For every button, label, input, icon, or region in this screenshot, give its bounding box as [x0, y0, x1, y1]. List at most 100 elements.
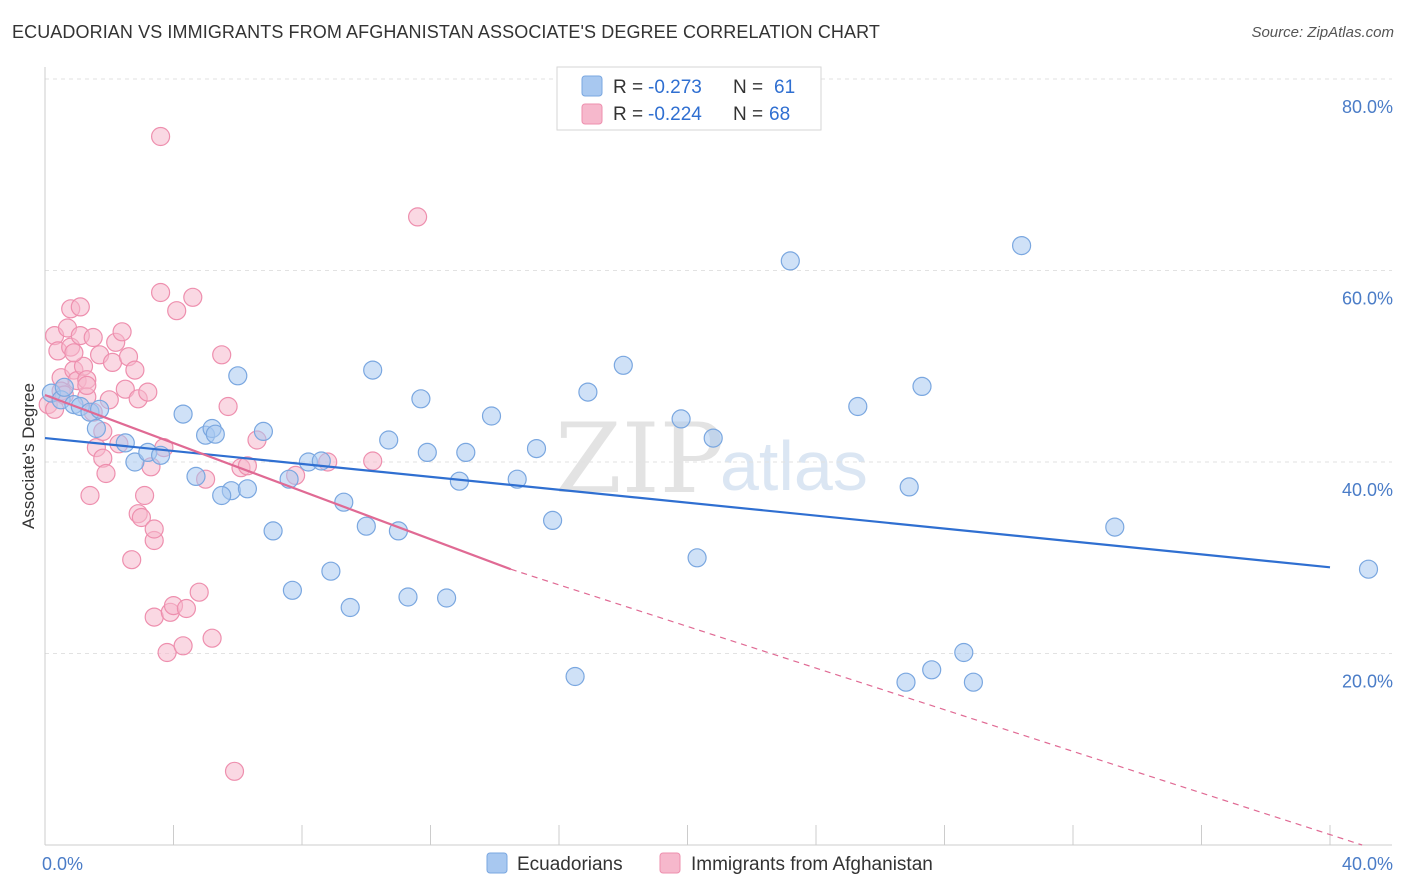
point-ecuadorians-29 — [356, 516, 376, 536]
watermark-atlas: atlas — [720, 427, 868, 505]
point-ecuadorians-50 — [848, 396, 868, 417]
point-afghanistan-33 — [125, 360, 145, 380]
point-afghanistan-17 — [80, 485, 100, 506]
point-ecuadorians-49 — [780, 251, 800, 271]
stats-legend: R = -0.273 N = 61 R = -0.224 N = 68 — [556, 66, 822, 131]
point-ecuadorians-51 — [896, 672, 916, 692]
chart-source: Source: ZipAtlas.com — [1251, 24, 1394, 41]
point-ecuadorians-17 — [212, 485, 232, 506]
point-afghanistan-49 — [173, 636, 193, 656]
axes — [44, 67, 1392, 846]
point-ecuadorians-21 — [263, 521, 283, 541]
trend-lines — [44, 393, 1363, 846]
y-tick-label-60: 60.0% — [1342, 289, 1393, 309]
point-ecuadorians-52 — [899, 477, 919, 497]
point-afghanistan-48 — [167, 301, 187, 321]
y-tick-label-20: 20.0% — [1342, 672, 1393, 692]
point-ecuadorians-33 — [398, 587, 418, 607]
point-ecuadorians-27 — [334, 492, 354, 512]
legend-n-value-1: 61 — [774, 77, 795, 98]
point-ecuadorians-35 — [417, 442, 437, 462]
point-afghanistan-36 — [131, 507, 151, 528]
trend-line-afghanistan-extension — [510, 568, 1363, 846]
x-tick-label-min: 0.0% — [42, 854, 83, 874]
point-ecuadorians-60 — [205, 424, 225, 444]
legend-n-label-2: N = — [733, 104, 763, 125]
point-ecuadorians-57 — [1011, 236, 1032, 256]
legend-r-label-1: R = — [613, 77, 643, 98]
point-ecuadorians-48 — [703, 428, 723, 448]
point-ecuadorians-41 — [526, 439, 547, 459]
point-afghanistan-66 — [77, 375, 97, 395]
point-ecuadorians-53 — [912, 376, 932, 396]
point-afghanistan-13 — [70, 297, 90, 317]
point-ecuadorians-56 — [963, 672, 984, 692]
point-ecuadorians-8 — [115, 433, 135, 453]
point-afghanistan-67 — [64, 343, 84, 363]
legend-r-label-2: R = — [613, 104, 643, 125]
point-ecuadorians-9 — [125, 452, 145, 472]
point-afghanistan-24 — [96, 463, 116, 484]
point-afghanistan-59 — [237, 456, 257, 476]
point-ecuadorians-7 — [86, 418, 107, 439]
series-legend: Ecuadorians Immigrants from Afghanistan — [486, 852, 933, 875]
legend-n-label-1: N = — [733, 77, 763, 98]
legend-r-value-2: -0.224 — [648, 104, 702, 125]
point-ecuadorians-30 — [363, 360, 383, 380]
bottom-legend-swatch-ecuadorians — [486, 852, 508, 874]
point-ecuadorians-2 — [54, 377, 74, 397]
point-afghanistan-43 — [151, 282, 171, 303]
bottom-legend-label-ecuadorians: Ecuadorians — [517, 854, 623, 875]
point-ecuadorians-26 — [321, 561, 341, 581]
x-tick-label-max: 40.0% — [1342, 854, 1393, 874]
point-afghanistan-63 — [363, 451, 383, 471]
point-ecuadorians-12 — [173, 404, 193, 424]
point-ecuadorians-58 — [1105, 517, 1125, 537]
point-afghanistan-57 — [224, 761, 245, 781]
trend-line-afghanistan — [44, 393, 512, 571]
point-ecuadorians-55 — [954, 642, 974, 663]
point-afghanistan-52 — [189, 582, 209, 602]
series-afghanistan-points — [38, 126, 428, 781]
y-axis-title: Associate's Degree — [19, 383, 38, 529]
point-afghanistan-42 — [144, 607, 164, 627]
point-ecuadorians-59 — [1358, 559, 1379, 579]
chart-title: ECUADORIAN VS IMMIGRANTS FROM AFGHANISTA… — [12, 22, 881, 42]
point-afghanistan-41 — [144, 519, 164, 539]
point-afghanistan-37 — [135, 485, 155, 506]
y-tick-labels: 20.0% 40.0% 60.0% 80.0% — [1342, 97, 1393, 692]
point-ecuadorians-38 — [456, 442, 476, 462]
legend-swatch-ecuadorians — [581, 75, 603, 97]
legend-r-value-1: -0.273 — [648, 77, 702, 98]
point-afghanistan-45 — [157, 642, 177, 663]
point-afghanistan-29 — [112, 322, 132, 342]
point-ecuadorians-36 — [437, 588, 457, 608]
point-ecuadorians-47 — [687, 548, 707, 568]
point-ecuadorians-19 — [237, 479, 257, 499]
point-afghanistan-55 — [212, 345, 232, 365]
point-ecuadorians-18 — [228, 366, 248, 386]
point-afghanistan-38 — [138, 382, 158, 402]
point-afghanistan-26 — [102, 352, 123, 372]
point-ecuadorians-46 — [671, 409, 691, 429]
point-afghanistan-54 — [202, 628, 222, 648]
trend-line-ecuadorians — [44, 436, 1331, 569]
point-afghanistan-64 — [408, 207, 428, 227]
y-tick-label-40: 40.0% — [1342, 480, 1393, 500]
point-afghanistan-32 — [122, 550, 142, 570]
point-ecuadorians-40 — [507, 469, 527, 489]
point-afghanistan-50 — [176, 598, 196, 619]
grid-lines — [45, 78, 1392, 654]
point-ecuadorians-34 — [411, 389, 431, 409]
point-ecuadorians-54 — [922, 660, 942, 680]
point-ecuadorians-39 — [481, 406, 502, 426]
legend-swatch-afghanistan — [581, 103, 603, 125]
point-ecuadorians-23 — [282, 580, 302, 600]
legend-n-value-2: 68 — [769, 104, 790, 125]
point-afghanistan-51 — [183, 287, 203, 307]
point-ecuadorians-43 — [565, 666, 585, 687]
point-ecuadorians-31 — [379, 430, 399, 450]
point-afghanistan-65 — [151, 126, 171, 147]
point-afghanistan-56 — [218, 396, 238, 417]
